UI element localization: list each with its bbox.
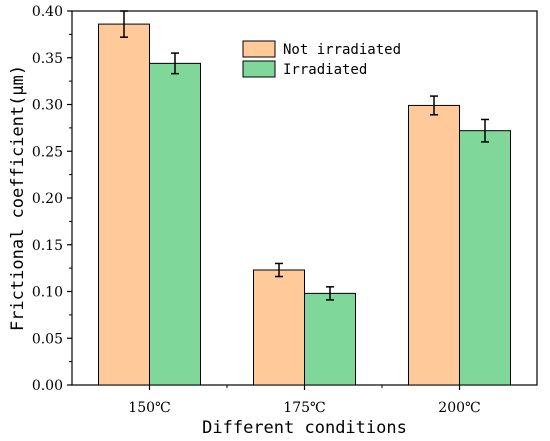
x-tick-label: 175℃ (283, 400, 325, 416)
legend-label: Irradiated (283, 62, 367, 78)
x-axis-title: Different conditions (202, 418, 407, 438)
y-tick-label: 0.00 (32, 378, 63, 394)
y-tick-label: 0.20 (32, 191, 63, 207)
legend: Not irradiated Irradiated (242, 40, 401, 78)
x-axis: 150℃ 175℃ 200℃ (128, 385, 481, 416)
legend-swatch (242, 60, 276, 78)
y-tick-label: 0.30 (32, 98, 63, 114)
y-tick-label: 0.05 (32, 331, 63, 347)
bar (459, 130, 511, 386)
y-tick-label: 0.40 (32, 4, 63, 20)
y-tick-label: 0.10 (32, 285, 63, 301)
bars-layer (98, 10, 511, 386)
bar (149, 62, 201, 386)
y-axis-title: Frictional coefficient(μm) (8, 65, 28, 331)
bar (408, 104, 460, 386)
y-axis: 0.00 0.05 0.10 0.15 0.20 0.25 0.30 0.35 0.40 (32, 4, 72, 394)
legend-label: Not irradiated (283, 42, 401, 58)
x-tick-label: 200℃ (438, 400, 480, 416)
y-tick-label: 0.15 (32, 238, 63, 254)
bar (98, 23, 150, 386)
y-tick-label: 0.35 (32, 51, 63, 67)
bar (304, 292, 356, 386)
y-tick-label: 0.25 (32, 144, 63, 160)
bar (253, 269, 305, 386)
x-tick-label: 150℃ (128, 400, 170, 416)
legend-swatch (242, 40, 276, 58)
